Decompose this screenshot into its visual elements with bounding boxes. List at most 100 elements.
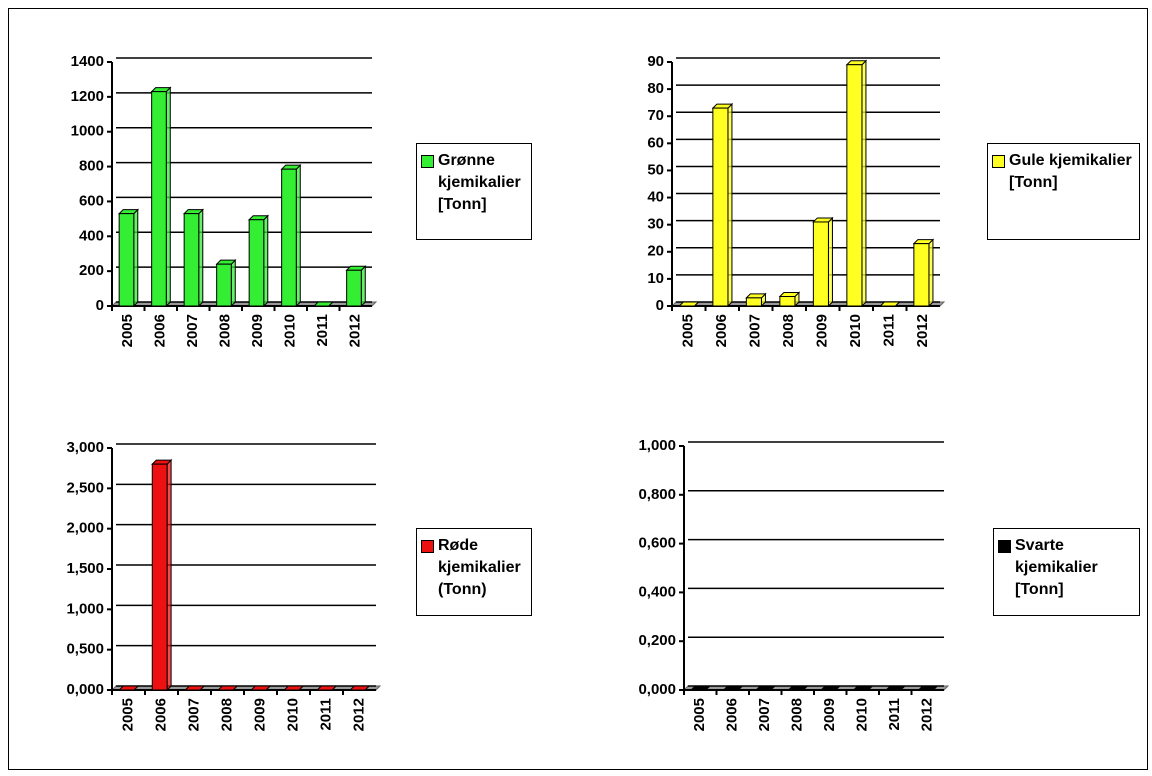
bar-side <box>166 458 172 692</box>
bar-side <box>263 214 269 308</box>
x-tick-label: 2011 <box>317 698 334 731</box>
bar-top <box>184 685 206 691</box>
y-tick-label: 1,500 <box>66 560 104 577</box>
bar-top <box>884 685 906 691</box>
legend-swatch <box>421 540 434 553</box>
bar-top <box>754 685 776 691</box>
y-tick-label: 80 <box>647 80 664 97</box>
bar-side <box>230 258 236 308</box>
y-tick-label: 0,500 <box>66 641 104 658</box>
y-tick-label: 10 <box>647 270 664 287</box>
y-tick-label: 2,500 <box>66 479 104 496</box>
x-tick-label: 2006 <box>713 314 730 347</box>
x-tick-label: 2007 <box>184 314 201 347</box>
x-tick-label: 2009 <box>814 314 831 347</box>
bar-top <box>819 685 841 691</box>
bar-top <box>722 685 744 691</box>
bar-top <box>917 685 939 691</box>
x-tick-label: 2006 <box>152 698 169 731</box>
bar-side <box>360 265 366 308</box>
legend-label: Gule kjemikalier [Tonn] <box>1009 152 1132 191</box>
x-tick-label: 2012 <box>914 314 931 347</box>
y-tick-label: 40 <box>647 189 664 206</box>
bar-top <box>812 217 834 223</box>
bar-side <box>198 208 204 308</box>
y-tick-label: 2,000 <box>66 520 104 537</box>
bar-side <box>827 216 833 308</box>
bar-top <box>711 103 734 109</box>
bar-top <box>845 60 868 66</box>
bar-side <box>165 86 171 308</box>
bar <box>281 168 297 307</box>
x-tick-label: 2008 <box>217 314 234 347</box>
bar-top <box>247 215 269 221</box>
legend: Grønne kjemikalier [Tonn] <box>416 143 532 240</box>
bar <box>712 107 729 307</box>
legend-swatch <box>998 540 1011 553</box>
x-tick-label: 2010 <box>854 698 871 731</box>
bar <box>183 213 200 307</box>
bar <box>812 221 829 307</box>
y-tick-label: 0,600 <box>638 535 676 552</box>
y-tick-label: 1200 <box>71 88 104 105</box>
bar-top <box>283 685 305 691</box>
bar-top <box>215 259 237 265</box>
bar-top <box>345 265 367 271</box>
x-tick-label: 2005 <box>119 698 136 731</box>
bar-top <box>117 209 139 215</box>
bar-top <box>349 685 371 691</box>
bar-side <box>727 102 733 308</box>
legend-swatch <box>992 155 1005 168</box>
x-tick-label: 2005 <box>680 314 697 347</box>
y-tick-label: 400 <box>79 227 104 244</box>
bar-top <box>151 459 173 465</box>
bar-top <box>852 685 874 691</box>
y-tick-label: 1,000 <box>638 437 676 454</box>
x-tick-label: 2008 <box>218 698 235 731</box>
x-tick-label: 2012 <box>347 314 364 347</box>
bar-top <box>787 685 809 691</box>
frame <box>8 8 1148 770</box>
y-tick-label: 0,200 <box>638 632 676 649</box>
bar-top <box>678 301 700 307</box>
x-tick-label: 2012 <box>919 698 936 731</box>
y-tick-label: 3,000 <box>66 439 104 456</box>
bar-top <box>312 301 334 307</box>
bar-top <box>778 292 801 298</box>
bar-side <box>928 238 934 308</box>
y-tick-label: 0,800 <box>638 486 676 503</box>
bar <box>151 91 167 307</box>
bar-top <box>217 685 239 691</box>
x-tick-label: 2005 <box>119 314 136 347</box>
legend-label: Røde kjemikalier (Tonn) <box>438 537 521 598</box>
bar <box>118 213 135 307</box>
x-tick-label: 2011 <box>314 314 331 347</box>
bar <box>913 243 930 307</box>
bar-top <box>280 164 302 170</box>
x-tick-label: 2009 <box>249 314 266 347</box>
x-tick-label: 2010 <box>282 314 299 347</box>
legend: Røde kjemikalier (Tonn) <box>416 528 532 616</box>
y-tick-label: 0,000 <box>66 681 104 698</box>
bar-top <box>745 293 767 299</box>
x-tick-label: 2009 <box>251 698 268 731</box>
x-tick-label: 2007 <box>185 698 202 731</box>
x-tick-label: 2008 <box>789 698 806 731</box>
y-tick-label: 0,000 <box>638 681 676 698</box>
y-tick-label: 50 <box>647 161 664 178</box>
y-tick-label: 1000 <box>71 123 104 140</box>
x-tick-label: 2007 <box>756 698 773 731</box>
bar-side <box>295 163 301 308</box>
bar <box>745 297 762 307</box>
y-tick-label: 20 <box>647 243 664 260</box>
legend-label: Grønne kjemikalier [Tonn] <box>438 152 521 213</box>
x-tick-label: 2011 <box>881 314 898 347</box>
y-tick-label: 800 <box>79 158 104 175</box>
bar-top <box>912 239 935 245</box>
bar <box>346 269 362 307</box>
legend: Svarte kjemikalier [Tonn] <box>993 528 1140 616</box>
bar <box>151 463 168 691</box>
y-tick-label: 1400 <box>71 53 104 70</box>
